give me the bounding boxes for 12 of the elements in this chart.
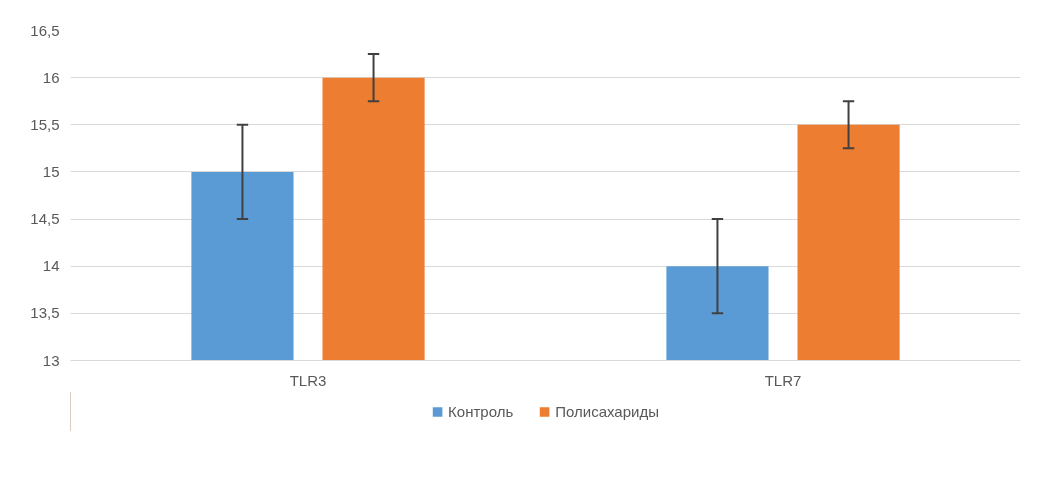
y-tick-label: 15,5: [30, 115, 60, 133]
y-tick-label: 16,5: [30, 21, 60, 39]
y-tick-label: 15: [42, 162, 60, 180]
legend-label: Полисахариды: [555, 402, 659, 420]
x-tick-label: TLR3: [289, 371, 327, 389]
legend-label: Контроль: [448, 402, 514, 420]
y-tick-label: 13,5: [30, 304, 60, 322]
y-tick-label: 14: [42, 257, 60, 275]
x-tick-label: TLR7: [764, 371, 802, 389]
y-tick-label: 16: [42, 68, 60, 86]
y-tick-label: 14,5: [30, 210, 60, 228]
y-tick-label: 13: [42, 351, 60, 369]
